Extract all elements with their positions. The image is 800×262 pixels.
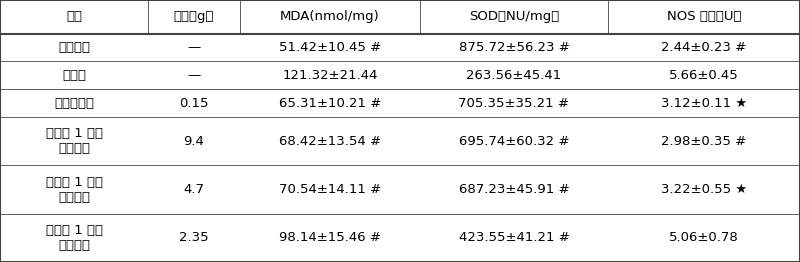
Text: 5.06±0.78: 5.06±0.78	[669, 231, 739, 244]
Text: MDA(nmol/mg): MDA(nmol/mg)	[280, 10, 380, 23]
Text: 实施例 1 药物
低剂量组: 实施例 1 药物 低剂量组	[46, 224, 102, 252]
Text: 9.4: 9.4	[183, 135, 205, 148]
Text: NOS 活性（U）: NOS 活性（U）	[666, 10, 742, 23]
Text: 875.72±56.23 #: 875.72±56.23 #	[458, 41, 570, 54]
Text: 68.42±13.54 #: 68.42±13.54 #	[279, 135, 381, 148]
Text: SOD（NU/mg）: SOD（NU/mg）	[469, 10, 559, 23]
Text: 2.98±0.35 #: 2.98±0.35 #	[662, 135, 746, 148]
Text: 705.35±35.21 #: 705.35±35.21 #	[458, 97, 570, 110]
Text: 423.55±41.21 #: 423.55±41.21 #	[458, 231, 570, 244]
Text: 剂量（g）: 剂量（g）	[174, 10, 214, 23]
Text: 51.42±10.45 #: 51.42±10.45 #	[279, 41, 381, 54]
Text: 3.12±0.11 ★: 3.12±0.11 ★	[661, 97, 747, 110]
Text: 5.66±0.45: 5.66±0.45	[669, 69, 739, 82]
Text: 121.32±21.44: 121.32±21.44	[282, 69, 378, 82]
Text: 98.14±15.46 #: 98.14±15.46 #	[279, 231, 381, 244]
Text: 3.22±0.55 ★: 3.22±0.55 ★	[661, 183, 747, 196]
Text: 实施例 1 药物
中剂量组: 实施例 1 药物 中剂量组	[46, 176, 102, 204]
Text: 模型组: 模型组	[62, 69, 86, 82]
Text: —: —	[187, 41, 201, 54]
Text: 2.44±0.23 #: 2.44±0.23 #	[662, 41, 746, 54]
Text: 695.74±60.32 #: 695.74±60.32 #	[458, 135, 570, 148]
Text: 687.23±45.91 #: 687.23±45.91 #	[458, 183, 570, 196]
Text: 65.31±10.21 #: 65.31±10.21 #	[279, 97, 381, 110]
Text: 4.7: 4.7	[183, 183, 205, 196]
Text: 0.15: 0.15	[179, 97, 209, 110]
Text: 假手术组: 假手术组	[58, 41, 90, 54]
Text: 70.54±14.11 #: 70.54±14.11 #	[279, 183, 381, 196]
Text: 263.56±45.41: 263.56±45.41	[466, 69, 562, 82]
Text: 实施例 1 药物
高剂量组: 实施例 1 药物 高剂量组	[46, 127, 102, 155]
Text: 组别: 组别	[66, 10, 82, 23]
Text: —: —	[187, 69, 201, 82]
Text: 阿司匹林组: 阿司匹林组	[54, 97, 94, 110]
Text: 2.35: 2.35	[179, 231, 209, 244]
